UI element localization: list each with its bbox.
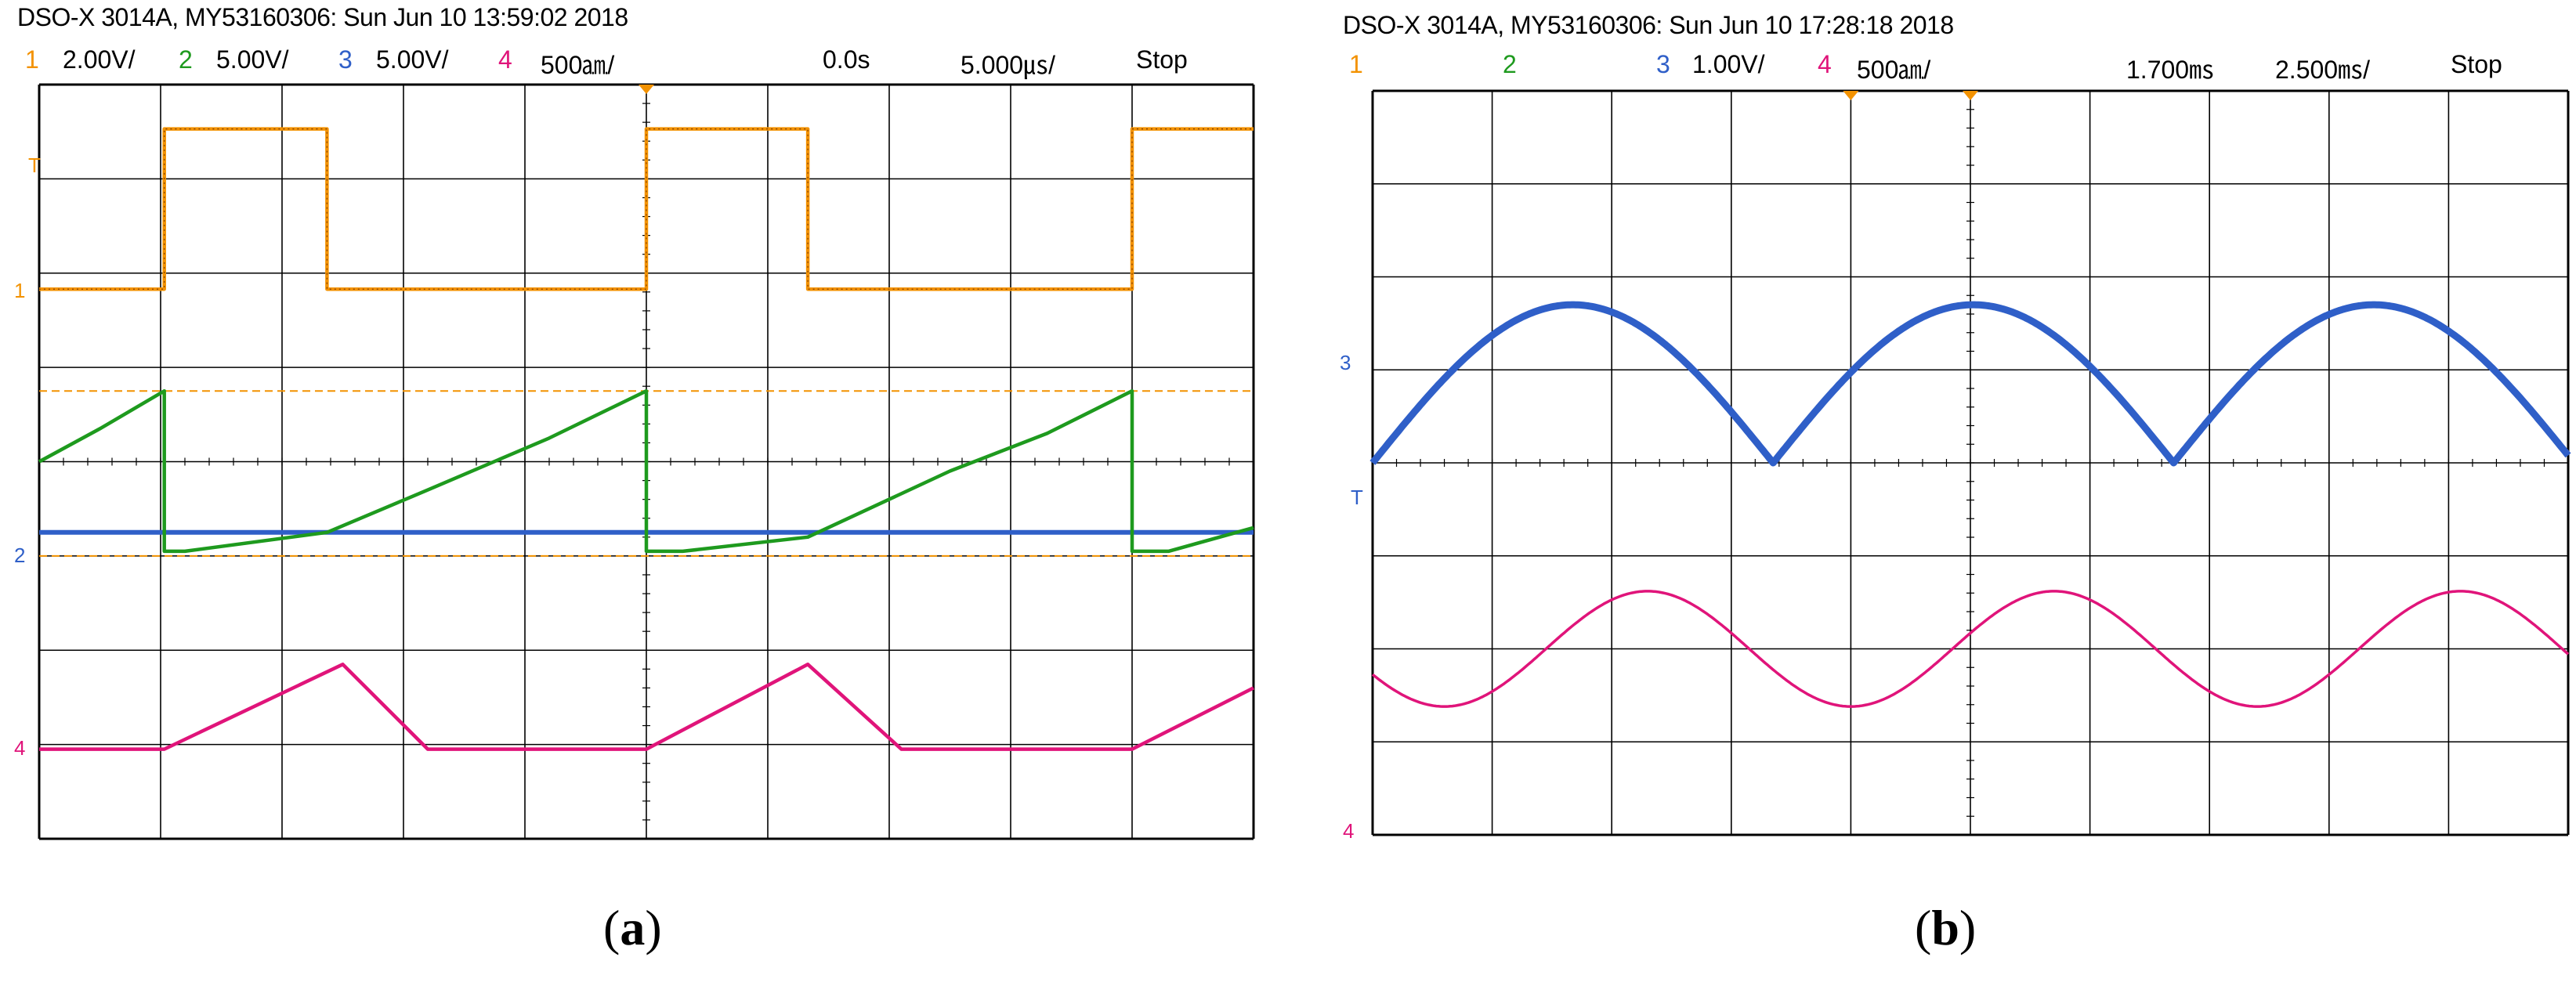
- trigger-position-marker: [639, 85, 654, 94]
- scope-screen-b: [1369, 89, 2571, 836]
- scope-header-model: DSO-X 3014A, MY53160306: Sun Jun 10 17:2…: [1343, 11, 1954, 39]
- channel-2-ground-marker: 2: [14, 544, 26, 567]
- time-offset: 1.700㎳: [2126, 56, 2215, 84]
- time-offset: 0.0s: [823, 45, 870, 74]
- channel-3-ground-marker: 3: [1340, 351, 1351, 374]
- trace-channel-4: [39, 663, 1255, 751]
- channel-2-number: 2: [1503, 50, 1517, 78]
- scope-panel-a: DSO-X 3014A, MY53160306: Sun Jun 10 13:5…: [0, 0, 1285, 986]
- channel-4-number: 4: [498, 45, 512, 74]
- scope-panel-b: DSO-X 3014A, MY53160306: Sun Jun 10 17:2…: [1285, 0, 2576, 986]
- time-reference-marker: [1843, 91, 1859, 100]
- channel-4-number: 4: [1818, 50, 1832, 78]
- time-scale: 2.500㎳/: [2275, 56, 2370, 84]
- panel-a-caption-label: a: [620, 900, 646, 955]
- channel-2-number: 2: [179, 45, 193, 74]
- channel-4-scale: 500㏂/: [541, 51, 615, 79]
- channel-4-ground-marker: 4: [14, 736, 26, 760]
- trace-channel-2: [38, 388, 1254, 554]
- channel-2-scale: 5.00V/: [216, 45, 289, 74]
- channel-4-scale: 500㏂/: [1857, 56, 1931, 84]
- trace-channel-4: [1371, 590, 2570, 708]
- trigger-position-marker: [1963, 91, 1978, 100]
- graticule: [1371, 89, 2570, 836]
- channel-1-number: 1: [25, 45, 39, 74]
- trace-channel-3: [1369, 301, 2571, 467]
- trace-channel-1: [39, 127, 1254, 291]
- acquisition-status: Stop: [2451, 50, 2502, 78]
- channel-1-ground-marker: 1: [14, 279, 26, 302]
- trace-channel-1-noise: [39, 128, 1254, 290]
- channel-3-scale: 1.00V/: [1692, 50, 1765, 78]
- acquisition-status: Stop: [1136, 45, 1188, 74]
- scope-header-model: DSO-X 3014A, MY53160306: Sun Jun 10 13:5…: [17, 3, 628, 31]
- panel-a-caption: (a): [603, 900, 662, 955]
- panel-b-caption: (b): [1915, 900, 1977, 955]
- scope-screen-a: [38, 83, 1255, 840]
- panel-b-caption-label: b: [1931, 900, 1959, 955]
- trigger-level-marker: T: [28, 153, 41, 177]
- channel-4-ground-marker: 4: [1343, 819, 1355, 843]
- channel-1-number: 1: [1349, 50, 1363, 78]
- time-scale: 5.000㎲/: [961, 51, 1055, 79]
- channel-3-number: 3: [1656, 50, 1670, 78]
- channel-3-scale: 5.00V/: [376, 45, 449, 74]
- channel-1-scale: 2.00V/: [63, 45, 136, 74]
- channel-3-number: 3: [338, 45, 353, 74]
- trigger-level-marker: T: [1351, 486, 1363, 509]
